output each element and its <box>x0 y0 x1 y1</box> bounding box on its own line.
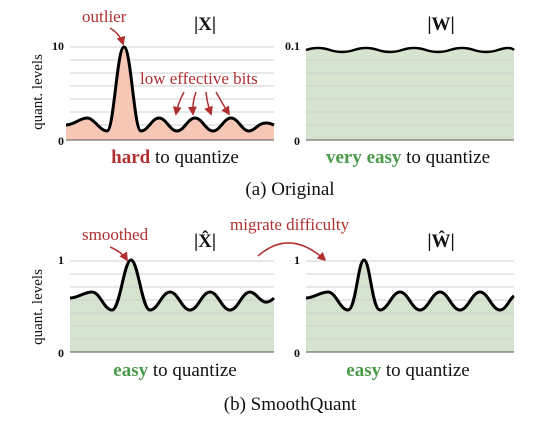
tick-0: 0 <box>58 346 64 360</box>
grid-lines <box>70 260 274 340</box>
tick-10: 10 <box>52 39 64 53</box>
weight-fill <box>306 50 514 140</box>
panel-w-migrated: 1 0 |Ŵ| easy to quantize <box>294 230 515 381</box>
easy-word: easy <box>346 360 381 381</box>
easy-word: easy <box>113 360 148 381</box>
easy-to-quantize-label: easy to quantize <box>346 360 469 381</box>
to-quantize-text: to quantize <box>148 360 237 381</box>
very-easy-to-quantize-label: very easy to quantize <box>326 147 490 168</box>
activation-smoothed-curve <box>69 258 276 312</box>
to-quantize-text: to quantize <box>150 147 239 168</box>
weight-migrated-curve <box>305 258 515 312</box>
y-axis-label: quant. levels <box>30 54 46 130</box>
outlier-label: outlier <box>82 7 127 26</box>
smoothed-arrow <box>109 246 128 262</box>
very-easy-word: very easy <box>326 147 402 168</box>
tick-1: 1 <box>294 253 300 267</box>
outlier-arrow <box>109 27 126 46</box>
to-quantize-text: to quantize <box>381 360 470 381</box>
tick-0: 0 <box>294 346 300 360</box>
panel-w-original: 0.1 0 |W| very easy to quantize <box>285 14 515 168</box>
tick-0-1: 0.1 <box>285 39 300 53</box>
weight-curve <box>305 46 515 54</box>
y-axis-label: quant. levels <box>30 269 46 345</box>
activation-curve <box>65 45 275 133</box>
migrate-difficulty-arrow <box>257 242 327 262</box>
smoothed-label: smoothed <box>82 225 149 244</box>
panel-title-w: |W| <box>427 14 454 35</box>
activation-smoothed-fill <box>70 260 274 352</box>
panel-x-smoothed: quant. levels 1 0 |X̂| smoothed easy to … <box>30 225 276 381</box>
caption-smoothquant: (b) SmoothQuant <box>224 394 357 415</box>
low-effective-bits-label: low effective bits <box>140 69 258 88</box>
to-quantize-text: to quantize <box>401 147 490 168</box>
tick-0: 0 <box>294 134 300 148</box>
panel-title-x-hat: |X̂| <box>194 231 216 252</box>
tick-1: 1 <box>58 253 64 267</box>
hard-word: hard <box>111 147 151 168</box>
panel-x-original: quant. levels 10 0 |X| outlier low effec… <box>30 7 275 168</box>
easy-to-quantize-label: easy to quantize <box>113 360 236 381</box>
grid-lines <box>306 59 514 126</box>
migrate-difficulty-label: migrate difficulty <box>230 215 350 234</box>
low-effective-bits-arrows <box>172 91 230 116</box>
caption-original: (a) Original <box>245 179 334 200</box>
panel-title-w-hat: |Ŵ| <box>427 230 454 252</box>
panel-title-x: |X| <box>194 14 216 35</box>
grid-lines <box>70 46 274 126</box>
tick-0: 0 <box>58 134 64 148</box>
hard-to-quantize-label: hard to quantize <box>111 147 239 168</box>
